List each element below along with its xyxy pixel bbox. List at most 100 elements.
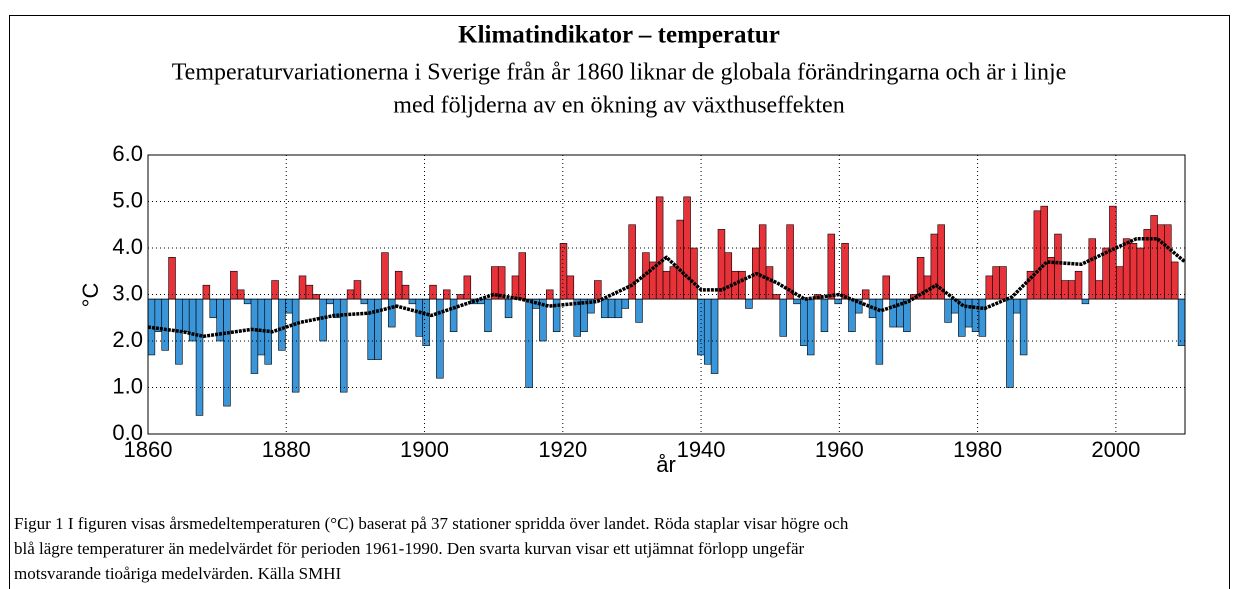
bar xyxy=(834,298,842,305)
title: Klimatindikator – temperatur xyxy=(458,22,780,49)
x-tick-label: 1980 xyxy=(953,437,1002,462)
plot-border xyxy=(147,154,1186,435)
bar xyxy=(209,298,217,319)
bar xyxy=(504,298,513,319)
bar xyxy=(360,298,369,305)
bar xyxy=(182,298,190,332)
x-tick-label: 1900 xyxy=(400,437,449,462)
bar xyxy=(1033,210,1042,300)
bar xyxy=(1116,266,1124,300)
bar xyxy=(319,298,327,342)
bar xyxy=(964,298,973,328)
bar xyxy=(758,224,767,300)
caption: Figur 1 I figuren visas årsmedeltemperat… xyxy=(14,514,849,533)
bar xyxy=(621,298,630,309)
bar xyxy=(1136,247,1145,300)
bar xyxy=(305,284,314,300)
bar xyxy=(1061,280,1069,300)
x-tick-label: 1880 xyxy=(262,437,311,462)
bar xyxy=(827,233,836,300)
bar xyxy=(1006,298,1014,388)
bar xyxy=(806,298,815,356)
bar xyxy=(779,298,787,337)
bar xyxy=(882,275,890,300)
bar xyxy=(1150,215,1158,300)
bar xyxy=(1019,298,1028,356)
bar xyxy=(745,298,753,309)
x-axis-label: år xyxy=(656,452,676,477)
bar xyxy=(566,275,575,300)
x-tick-label: 1920 xyxy=(538,437,587,462)
frame xyxy=(9,15,1230,589)
bar xyxy=(793,298,801,305)
bar xyxy=(1040,205,1048,300)
plot-area xyxy=(148,196,1185,416)
bar xyxy=(1067,280,1076,300)
bar xyxy=(422,298,430,346)
bar xyxy=(690,247,698,300)
y-tick-label: 1.0 xyxy=(112,373,143,398)
bar xyxy=(291,298,300,393)
bar xyxy=(367,298,375,360)
y-tick-label: 5.0 xyxy=(112,187,143,212)
bar xyxy=(703,298,712,365)
y-tick-label: 0.0 xyxy=(112,420,143,445)
bar xyxy=(271,280,279,300)
bar xyxy=(635,298,643,323)
bar xyxy=(848,298,856,332)
bar xyxy=(614,298,623,319)
subtitle: Temperaturvariationerna i Sverige från å… xyxy=(172,60,1067,86)
x-tick-label: 2000 xyxy=(1091,437,1140,462)
bar xyxy=(676,219,684,300)
bar xyxy=(484,298,492,332)
bar xyxy=(1081,298,1090,305)
bar xyxy=(841,243,849,300)
bar xyxy=(820,298,829,332)
x-tick-label: 1960 xyxy=(815,437,864,462)
bar xyxy=(1129,243,1138,300)
bar xyxy=(786,224,794,300)
bar xyxy=(223,298,231,407)
bar xyxy=(449,298,458,332)
y-tick-label: 4.0 xyxy=(112,234,143,259)
bar xyxy=(456,294,465,300)
bar xyxy=(669,266,678,300)
bar xyxy=(326,298,334,305)
bar xyxy=(415,298,424,337)
bar xyxy=(724,252,733,300)
bar xyxy=(463,275,472,300)
bar xyxy=(312,294,320,300)
bar xyxy=(243,298,252,305)
bar xyxy=(1109,205,1117,300)
caption: blå lägre temperaturer än medelvärdet fö… xyxy=(14,539,805,558)
bar xyxy=(1164,224,1172,300)
bar xyxy=(765,266,774,300)
bar xyxy=(1170,261,1179,300)
y-axis-label: °C xyxy=(78,283,103,308)
bar xyxy=(195,298,204,416)
bar xyxy=(594,280,602,300)
y-tick-label: 3.0 xyxy=(112,280,143,305)
bar xyxy=(628,224,636,300)
bar xyxy=(250,298,259,374)
bar xyxy=(944,298,952,323)
bar xyxy=(257,298,266,356)
bar xyxy=(374,298,382,360)
subtitle: med följderna av en ökning av växthuseff… xyxy=(393,93,844,119)
bar xyxy=(600,298,609,319)
bar xyxy=(511,275,520,300)
bar xyxy=(655,196,664,300)
bar xyxy=(401,284,410,300)
bar xyxy=(559,243,568,300)
bar xyxy=(202,284,211,300)
bar xyxy=(1013,298,1021,314)
bar xyxy=(278,298,286,351)
bar xyxy=(1054,233,1062,300)
bar xyxy=(388,298,396,328)
x-tick-label: 1940 xyxy=(677,437,726,462)
bar xyxy=(429,284,437,300)
bar xyxy=(710,298,719,374)
bar xyxy=(800,298,808,346)
bar xyxy=(168,256,176,300)
